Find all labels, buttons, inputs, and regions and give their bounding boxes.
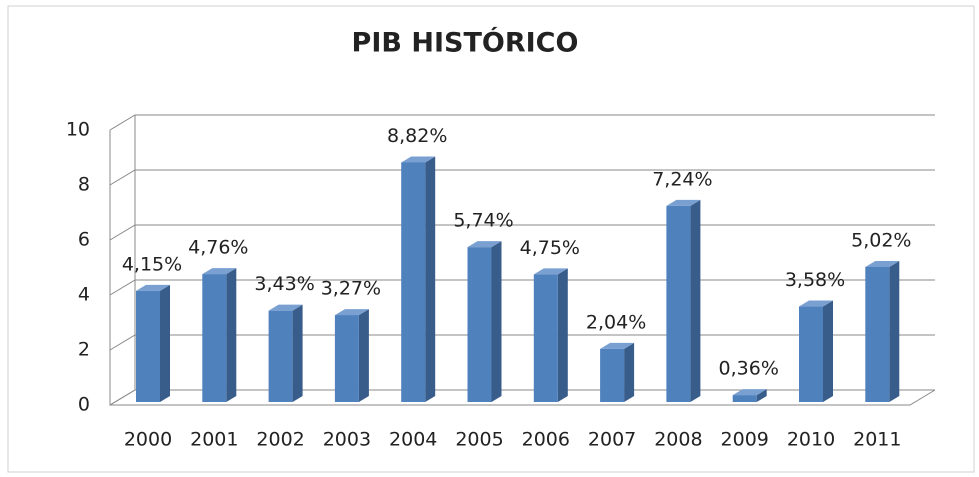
bar — [202, 268, 237, 402]
bar-front — [202, 274, 227, 402]
bar-top — [799, 300, 833, 307]
chart-title: PIB HISTÓRICO — [352, 27, 579, 59]
bar — [467, 241, 502, 402]
y-tick-label: 2 — [78, 339, 90, 361]
data-label: 4,76% — [188, 237, 248, 259]
bar-front — [136, 290, 160, 402]
bar-side — [756, 389, 767, 402]
x-tick-label: 2004 — [389, 429, 437, 451]
data-label: 5,74% — [453, 210, 513, 232]
data-label: 4,15% — [122, 253, 182, 275]
bar — [666, 199, 701, 402]
bar-top — [865, 260, 900, 267]
bar — [732, 389, 767, 402]
bar-front — [467, 247, 492, 402]
grid-line — [109, 114, 935, 131]
bar-front — [666, 205, 691, 402]
x-tick-label: 2010 — [787, 429, 835, 451]
bar-top — [268, 304, 303, 311]
bar — [799, 300, 833, 402]
bar-top — [334, 309, 369, 316]
x-tick-label: 2011 — [853, 429, 901, 451]
data-label: 8,82% — [387, 125, 447, 147]
data-label: 7,24% — [652, 168, 712, 190]
x-tick-label: 2003 — [323, 429, 371, 451]
data-label: 2,04% — [586, 311, 646, 333]
y-tick-label: 8 — [78, 174, 90, 196]
bar-side — [491, 241, 502, 402]
x-tick-label: 2002 — [256, 429, 304, 451]
y-tick-label: 6 — [78, 229, 90, 251]
x-tick-label: 2001 — [190, 429, 238, 451]
x-tick-label: 2007 — [588, 429, 636, 451]
bar-side — [160, 284, 170, 402]
floor-edge — [110, 389, 936, 406]
x-tick-label: 2005 — [455, 429, 503, 451]
bar-top — [533, 268, 568, 275]
bar — [136, 284, 170, 402]
bar-side — [557, 268, 568, 402]
x-tick-label: 2009 — [721, 429, 769, 451]
bar — [533, 268, 568, 402]
bar-top — [401, 156, 436, 163]
x-tick-label: 2000 — [124, 429, 172, 451]
chart-border — [7, 5, 975, 473]
bar-side — [624, 342, 635, 402]
bar-front — [799, 306, 823, 402]
bar — [865, 260, 900, 402]
bar-front — [334, 315, 359, 402]
bar-top — [136, 284, 170, 291]
bar-side — [292, 304, 303, 402]
bar-side — [425, 156, 436, 402]
bar-top — [732, 389, 767, 396]
bar-side — [889, 260, 900, 402]
x-tick-label: 2008 — [654, 429, 702, 451]
data-label: 5,02% — [851, 229, 911, 251]
y-tick-label: 10 — [66, 119, 90, 141]
bar — [334, 309, 369, 402]
bar-front — [600, 348, 625, 402]
bar-side — [823, 300, 833, 402]
bar — [401, 156, 436, 402]
bar-front — [533, 274, 558, 402]
data-label: 0,36% — [719, 358, 779, 380]
bar-top — [600, 342, 635, 349]
bar — [600, 342, 635, 402]
bar — [268, 304, 303, 402]
bar-side — [226, 268, 237, 402]
data-label: 3,58% — [785, 269, 845, 291]
bar-front — [268, 310, 293, 402]
y-tick-label: 4 — [78, 284, 90, 306]
data-label: 4,75% — [520, 237, 580, 259]
bar-top — [202, 268, 237, 275]
bar-front — [732, 395, 757, 402]
data-label: 3,43% — [254, 273, 314, 295]
bar-top — [666, 199, 701, 206]
bar-side — [690, 199, 701, 402]
y-tick-label: 0 — [78, 394, 90, 416]
data-label: 3,27% — [321, 278, 381, 300]
x-tick-label: 2006 — [522, 429, 570, 451]
bar-front — [865, 266, 890, 402]
bar-front — [401, 162, 426, 402]
grid-line — [109, 169, 935, 186]
bar-top — [467, 241, 502, 248]
bar-side — [358, 309, 369, 402]
